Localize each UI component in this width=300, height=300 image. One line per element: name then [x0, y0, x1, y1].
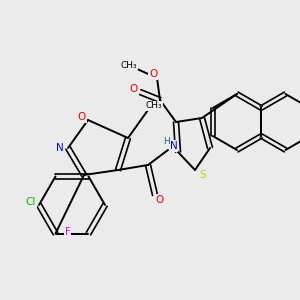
Text: S: S [200, 170, 206, 180]
Text: CH₃: CH₃ [146, 101, 162, 110]
Text: N: N [56, 143, 64, 153]
Text: O: O [130, 84, 138, 94]
Text: O: O [149, 69, 157, 79]
Text: CH₃: CH₃ [121, 61, 137, 70]
Text: N: N [170, 141, 178, 151]
Text: O: O [156, 195, 164, 205]
Text: H: H [163, 137, 170, 146]
Text: Cl: Cl [26, 197, 36, 207]
Text: O: O [78, 112, 86, 122]
Text: F: F [64, 226, 70, 237]
